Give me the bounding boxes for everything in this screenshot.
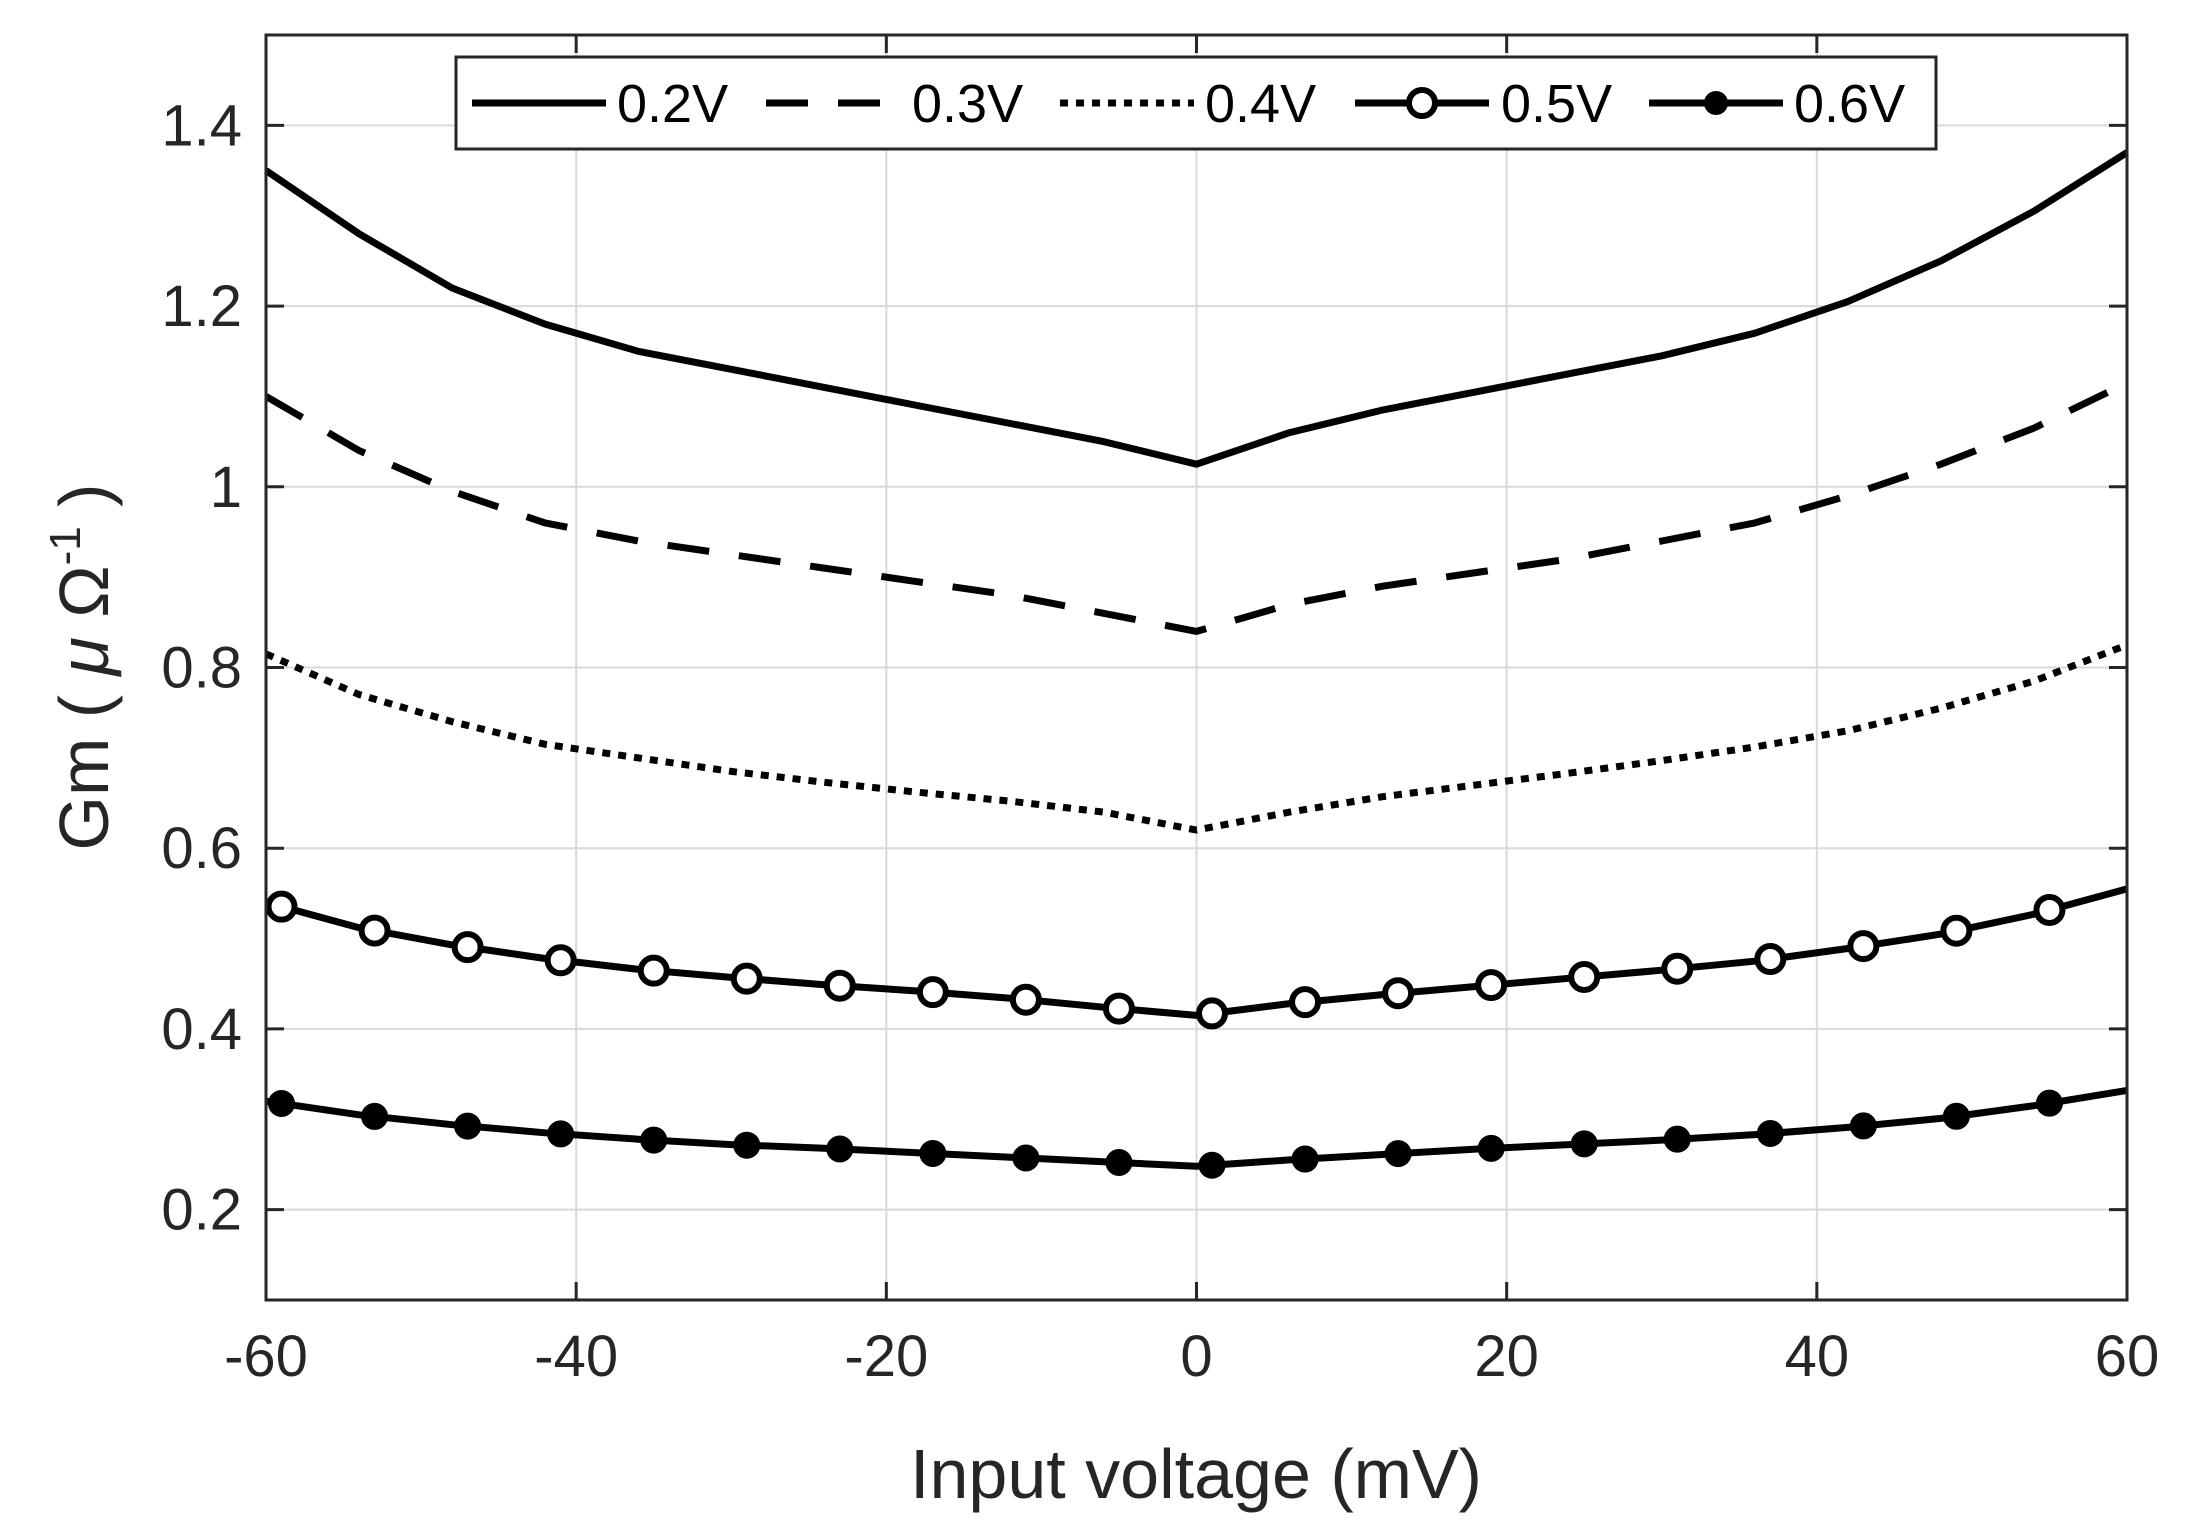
legend-swatch-marker bbox=[1704, 91, 1728, 115]
data-point-marker bbox=[454, 1112, 482, 1140]
x-tick-label: 60 bbox=[2095, 1324, 2160, 1389]
legend-item-0.4V: 0.4V bbox=[1060, 74, 1316, 134]
data-point-marker bbox=[265, 890, 298, 923]
data-point-marker bbox=[916, 976, 949, 1009]
legend-label: 0.2V bbox=[617, 74, 728, 134]
data-point-marker bbox=[1198, 1151, 1226, 1179]
data-point-marker bbox=[730, 962, 763, 995]
data-point-marker bbox=[2035, 1089, 2063, 1117]
series-line bbox=[265, 1086, 2128, 1170]
data-point-marker bbox=[2033, 893, 2066, 926]
x-tick-label: 20 bbox=[1474, 1324, 1539, 1389]
data-point-marker bbox=[1475, 969, 1508, 1002]
data-point-marker bbox=[637, 954, 670, 987]
legend-label: 0.3V bbox=[912, 74, 1023, 134]
y-tick-label: 1.4 bbox=[161, 93, 242, 158]
y-tick-labels: 0.2 0.4 0.6 0.8 1 1.2 1.4 bbox=[161, 93, 242, 1242]
legend-label: 0.5V bbox=[1501, 74, 1612, 134]
data-point-marker bbox=[1570, 1130, 1598, 1158]
legend-item-0.2V: 0.2V bbox=[472, 74, 728, 134]
y-tick-label: 0.6 bbox=[161, 816, 242, 881]
svg-text:Gm ( μ Ω-1 ): Gm ( μ Ω-1 ) bbox=[41, 483, 123, 850]
data-point-marker bbox=[1289, 986, 1322, 1019]
series-0.5V bbox=[265, 885, 2128, 1030]
y-axis-title: Gm ( μ Ω-1 ) bbox=[41, 483, 123, 850]
y-tick-label: 0.2 bbox=[161, 1178, 242, 1243]
y-tick-label: 1.2 bbox=[161, 274, 242, 339]
y-tick-label: 0.8 bbox=[161, 636, 242, 701]
x-tick-label: -20 bbox=[844, 1324, 928, 1389]
y-axis-title-mu: μ bbox=[45, 637, 123, 677]
series-line bbox=[264, 641, 2129, 834]
data-point-marker bbox=[544, 944, 577, 977]
x-axis-title: Input voltage (mV) bbox=[910, 1435, 1482, 1513]
y-axis-title-prefix: Gm ( bbox=[45, 676, 123, 851]
series-0.4V bbox=[264, 641, 2129, 834]
x-tick-label: -40 bbox=[534, 1324, 618, 1389]
data-point-marker bbox=[826, 1135, 854, 1163]
axis-ticks bbox=[264, 35, 2129, 1300]
x-tick-label: -60 bbox=[224, 1324, 308, 1389]
data-point-marker bbox=[1568, 960, 1601, 993]
data-point-marker bbox=[919, 1139, 947, 1167]
data-point-marker bbox=[733, 1131, 761, 1159]
data-point-marker bbox=[451, 931, 484, 964]
series-line bbox=[264, 379, 2129, 635]
data-point-marker bbox=[1477, 1134, 1505, 1162]
data-point-marker bbox=[358, 914, 391, 947]
y-axis-title-omega: Ω bbox=[45, 565, 123, 617]
series-line bbox=[264, 149, 2129, 468]
data-point-marker bbox=[1196, 997, 1229, 1030]
series-0.6V bbox=[265, 1086, 2128, 1179]
data-point-marker bbox=[268, 1089, 296, 1117]
x-tick-label: 0 bbox=[1180, 1324, 1212, 1389]
data-point-marker bbox=[547, 1120, 575, 1148]
data-point-marker bbox=[1384, 1140, 1412, 1168]
y-tick-label: 1 bbox=[210, 455, 242, 520]
data-point-marker bbox=[1105, 1149, 1133, 1177]
data-point-marker bbox=[640, 1126, 668, 1154]
legend-swatch-marker bbox=[1406, 87, 1438, 119]
data-point-marker bbox=[1291, 1145, 1319, 1173]
data-point-marker bbox=[1756, 1119, 1784, 1147]
legend-item-0.5V: 0.5V bbox=[1355, 74, 1612, 134]
data-point-marker bbox=[1661, 952, 1694, 985]
data-point-marker bbox=[1847, 930, 1880, 963]
legend-label: 0.6V bbox=[1794, 74, 1905, 134]
y-axis-title-space bbox=[45, 618, 123, 637]
data-point-marker bbox=[1754, 943, 1787, 976]
data-point-marker bbox=[1009, 983, 1042, 1016]
legend: 0.2V 0.3V 0.4V 0.5V 0.6V bbox=[454, 55, 1938, 151]
legend-label: 0.4V bbox=[1205, 74, 1316, 134]
x-tick-label: 40 bbox=[1785, 1324, 1850, 1389]
series-lines bbox=[264, 149, 2129, 1179]
data-point-marker bbox=[1663, 1125, 1691, 1153]
legend-item-0.6V: 0.6V bbox=[1649, 74, 1905, 134]
data-point-marker bbox=[1102, 992, 1135, 1025]
data-point-marker bbox=[1382, 977, 1415, 1010]
legend-item-0.3V: 0.3V bbox=[766, 74, 1023, 134]
x-tick-labels: -60 -40 -20 0 20 40 60 bbox=[224, 1324, 2159, 1389]
data-point-marker bbox=[823, 969, 856, 1002]
data-point-marker bbox=[1012, 1144, 1040, 1172]
y-axis-title-suffix: ) bbox=[45, 483, 123, 526]
y-tick-label: 0.4 bbox=[161, 997, 242, 1062]
data-point-marker bbox=[361, 1102, 389, 1130]
data-point-marker bbox=[1849, 1112, 1877, 1140]
series-0.3V bbox=[264, 379, 2129, 635]
data-point-marker bbox=[1940, 914, 1973, 947]
y-axis-title-superscript: -1 bbox=[41, 526, 90, 565]
data-point-marker bbox=[1942, 1102, 1970, 1130]
series-0.2V bbox=[264, 149, 2129, 468]
